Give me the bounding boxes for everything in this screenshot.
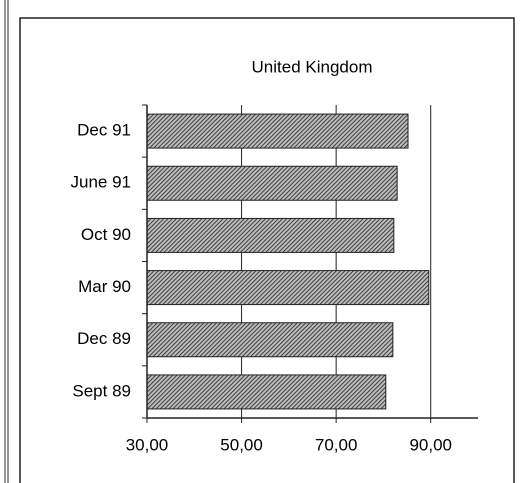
bar — [146, 270, 430, 306]
bar — [146, 165, 398, 201]
x-tick-label: 90,00 — [409, 435, 452, 454]
bar — [146, 374, 387, 410]
bar — [146, 322, 394, 358]
y-tick-label: Dec 91 — [77, 121, 131, 140]
chart-title: United Kingdom — [252, 57, 373, 76]
x-tick-label: 50,00 — [220, 435, 263, 454]
y-tick-label: Sept 89 — [72, 381, 131, 400]
y-tick-label: Dec 89 — [77, 329, 131, 348]
chart-frame — [19, 17, 515, 483]
y-tick-label: Oct 90 — [81, 225, 131, 244]
y-tick-label: Mar 90 — [78, 277, 131, 296]
x-tick-label: 70,00 — [315, 435, 358, 454]
x-tick-label: 30,00 — [126, 435, 169, 454]
bar — [146, 217, 395, 253]
y-tick-label: June 91 — [71, 173, 132, 192]
bar — [146, 113, 409, 149]
